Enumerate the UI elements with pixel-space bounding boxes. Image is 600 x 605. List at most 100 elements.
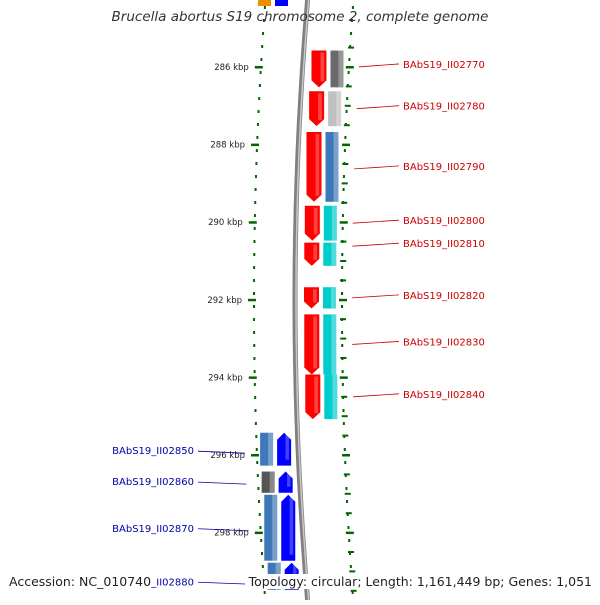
ruler-dot-inner — [254, 201, 257, 204]
ruler-dot-outer — [341, 331, 344, 334]
ruler-tick-minor — [340, 357, 347, 359]
ruler-dot-inner — [254, 422, 257, 425]
ruler-dot-inner — [253, 383, 256, 386]
forward-gene — [309, 91, 325, 127]
gene-label: BAbS19_II02820 — [403, 291, 485, 302]
cog-band — [323, 242, 337, 266]
cog-band-shine — [333, 132, 339, 202]
ruler-label: 292 kbp — [207, 296, 242, 306]
ruler-dot-outer — [350, 19, 353, 22]
gene-shine — [320, 52, 325, 82]
ruler-dot-outer — [349, 565, 352, 568]
chromosome-backbone — [292, 0, 311, 601]
ruler-dot-outer — [346, 97, 349, 100]
ruler-tick-minor — [341, 395, 348, 398]
forward-gene — [304, 205, 320, 241]
ruler-tick-minor — [341, 201, 348, 204]
ruler-dot-inner — [253, 240, 256, 243]
ruler-label: 294 kbp — [208, 373, 243, 383]
cog-band-shine — [331, 287, 337, 309]
cog-band-shine — [272, 494, 278, 561]
ruler-tick-minor — [340, 260, 347, 262]
ruler-dot-inner — [261, 552, 264, 555]
ruler-dot-outer — [341, 344, 344, 347]
ruler-tick-minor — [341, 182, 348, 185]
gene-label: BAbS19_II02840 — [403, 390, 485, 401]
ruler-dot-outer — [345, 110, 348, 113]
gene-shine — [313, 316, 318, 369]
ruler-dot-inner — [258, 97, 261, 100]
ruler-tick-outer — [339, 298, 347, 302]
ruler-dot-inner — [254, 175, 257, 178]
ruler-tick-minor — [343, 473, 350, 476]
reverse-gene — [277, 432, 292, 466]
ruler-tick-minor — [340, 337, 347, 340]
ruler-dot-inner — [255, 435, 258, 438]
ruler-tick-minor — [348, 46, 355, 49]
ruler-tick-minor — [341, 415, 348, 418]
ruler-label: 298 kbp — [214, 529, 249, 539]
gene-shine — [318, 93, 322, 121]
gene-label-leader — [197, 450, 245, 454]
ruler-dot-inner — [259, 526, 262, 529]
ruler-dot-outer — [346, 513, 349, 516]
ruler-dot-inner — [253, 266, 256, 269]
accession-value: NC_010740 — [79, 574, 152, 589]
cog-band-shine — [269, 471, 275, 493]
gene-label-leader — [352, 242, 400, 247]
genome-stats: Topology: circular; Length: 1,161,449 bp; Ge… — [244, 574, 592, 589]
ruler-dot-outer — [344, 136, 347, 139]
ruler-dot-inner — [254, 409, 257, 412]
ruler-dot-outer — [346, 500, 349, 503]
gene-label: BAbS19_II02810 — [403, 239, 485, 250]
ruler-label: 296 kbp — [210, 451, 245, 461]
ruler-dot-inner — [262, 32, 265, 35]
ruler-dot-outer — [341, 253, 344, 256]
ruler-tick-minor — [350, 589, 357, 592]
ruler-dot-inner — [261, 565, 264, 568]
ruler-dot-inner — [256, 136, 259, 139]
cog-band-shine — [332, 374, 338, 420]
ruler-tick-minor — [343, 124, 350, 127]
ruler-dot-inner — [253, 253, 256, 256]
ruler-dot-inner — [253, 318, 256, 321]
ruler-tick-major — [251, 454, 260, 457]
ruler-dot-outer — [342, 422, 345, 425]
ruler-dot-inner — [255, 448, 258, 451]
ruler-tick-minor — [344, 492, 351, 495]
offscreen-gene-top — [275, 0, 288, 6]
gene-label: BAbS19_II02860 — [112, 477, 194, 488]
gene-shine — [287, 473, 291, 487]
genes-value: 1,051 — [556, 574, 592, 589]
ruler-dot-outer — [349, 45, 352, 48]
gene-label-leader — [353, 393, 400, 398]
gene-shine — [315, 134, 320, 196]
ruler-tick-minor — [349, 570, 356, 573]
ruler-tick-minor — [342, 163, 349, 165]
ruler-dot-inner — [256, 123, 259, 126]
ruler-dot-inner — [253, 292, 256, 295]
gene-shine — [289, 496, 294, 555]
gene-label: BAbS19_II02790 — [403, 162, 485, 173]
cog-band — [323, 314, 337, 375]
ruler-dot-outer — [347, 526, 350, 529]
ruler-dot-outer — [344, 474, 347, 477]
gene-shine — [313, 289, 317, 303]
cog-band — [261, 471, 275, 493]
ruler-tick-outer — [342, 143, 351, 147]
cog-band-shine — [336, 91, 342, 127]
ruler-dot-outer — [345, 487, 348, 490]
reverse-gene — [281, 494, 296, 561]
gene-label-leader — [352, 219, 400, 224]
cog-band — [264, 494, 278, 561]
topology-value: circular; — [311, 574, 362, 589]
forward-gene — [304, 314, 320, 375]
ruler-dot-inner — [263, 591, 266, 594]
backbone-highlight — [295, 0, 310, 601]
ruler-tick-major — [254, 531, 263, 535]
ruler-tick-minor — [345, 85, 352, 88]
gene-label: BAbS19_II02880 — [112, 577, 194, 588]
gene-shine — [285, 434, 290, 460]
ruler-dot-inner — [261, 45, 264, 48]
